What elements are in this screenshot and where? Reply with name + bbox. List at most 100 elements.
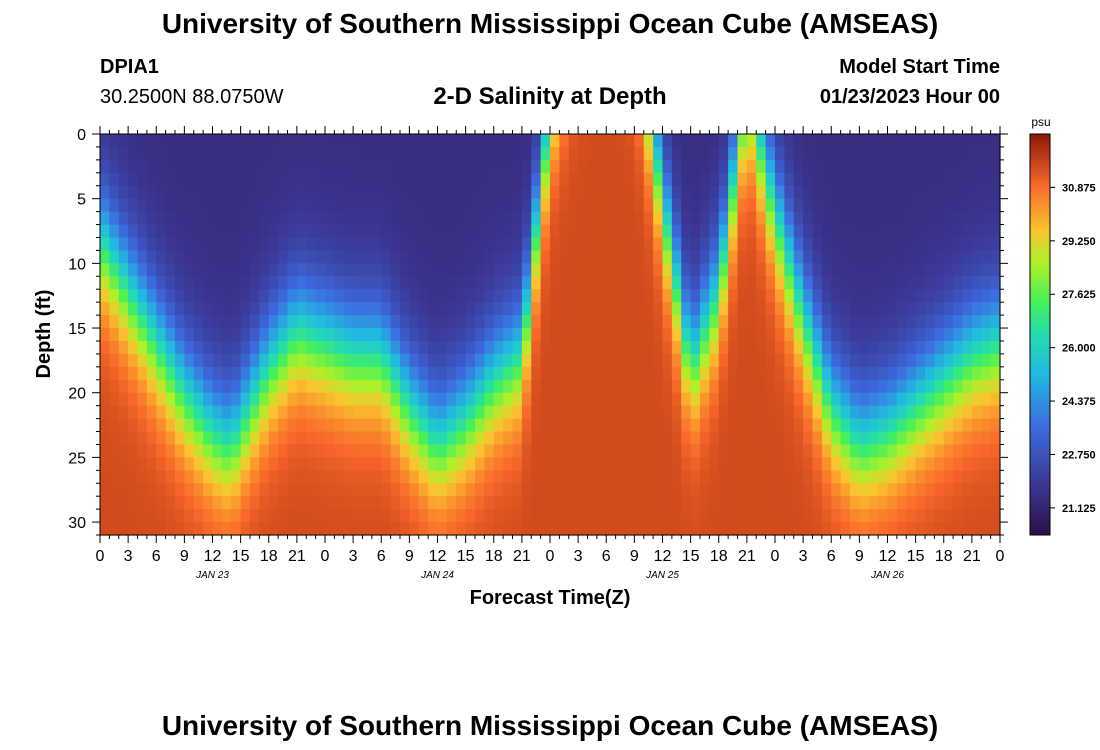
heatmap-cell	[943, 444, 954, 458]
heatmap-cell	[634, 405, 645, 420]
heatmap-cell	[925, 263, 935, 277]
heatmap-cell	[625, 185, 635, 200]
heatmap-cell	[868, 340, 879, 355]
heatmap-cell	[859, 353, 870, 368]
heatmap-cell	[212, 522, 223, 536]
heatmap-cell	[690, 366, 701, 381]
day-label: JAN 25	[645, 570, 679, 581]
heatmap-cell	[100, 379, 110, 394]
heatmap-cell	[606, 340, 617, 355]
heatmap-cell	[550, 250, 560, 264]
heatmap-cell	[821, 496, 832, 510]
heatmap-cell	[793, 509, 804, 523]
heatmap-cell	[915, 263, 926, 277]
heatmap-cell	[184, 224, 195, 239]
heatmap-cell	[475, 146, 485, 161]
heatmap-cell	[250, 134, 260, 148]
heatmap-cell	[550, 522, 560, 536]
heatmap-cell	[203, 146, 214, 161]
heatmap-cell	[634, 340, 645, 355]
heatmap-cell	[325, 159, 335, 174]
heatmap-cell	[400, 431, 410, 446]
heatmap-cell	[362, 134, 373, 148]
heatmap-cell	[971, 353, 982, 368]
heatmap-cell	[109, 315, 120, 329]
heatmap-cell	[325, 366, 335, 381]
heatmap-cell	[484, 172, 495, 187]
heatmap-cell	[156, 340, 167, 355]
heatmap-cell	[728, 444, 739, 458]
heatmap-cell	[887, 366, 898, 381]
heatmap-cell	[643, 340, 654, 355]
heatmap-cell	[887, 289, 898, 303]
heatmap-cell	[484, 483, 495, 497]
heatmap-cell	[878, 522, 889, 536]
x-tick-label: 18	[260, 548, 278, 565]
heatmap-cell	[325, 457, 335, 471]
heatmap-cell	[306, 483, 317, 497]
heatmap-cell	[353, 431, 364, 446]
x-tick-label: 18	[485, 548, 503, 565]
heatmap-cell	[643, 289, 654, 303]
heatmap-cell	[709, 289, 720, 303]
heatmap-cell	[793, 483, 804, 497]
heatmap-cell	[503, 379, 514, 394]
heatmap-cell	[878, 211, 889, 226]
heatmap-cell	[718, 457, 729, 471]
heatmap-cell	[193, 392, 204, 407]
heatmap-cell	[775, 379, 785, 394]
heatmap-cell	[540, 431, 551, 446]
heatmap-cell	[859, 172, 870, 187]
heatmap-cell	[475, 302, 485, 316]
heatmap-cell	[746, 237, 757, 252]
heatmap-cell	[156, 276, 167, 290]
heatmap-cell	[803, 470, 814, 484]
heatmap-cell	[221, 379, 232, 394]
colorbar: psu 30.87529.25027.62526.00024.37522.750…	[1029, 115, 1096, 536]
heatmap-cell	[709, 405, 720, 420]
heatmap-cell	[681, 522, 692, 536]
heatmap-cell	[981, 509, 992, 523]
heatmap-cell	[615, 315, 626, 329]
heatmap-cell	[446, 237, 457, 252]
heatmap-cell	[906, 276, 917, 290]
heatmap-cell	[943, 405, 954, 420]
heatmap-cell	[840, 522, 851, 536]
heatmap-cell	[409, 185, 420, 200]
heatmap-cell	[493, 185, 504, 200]
heatmap-cell	[334, 392, 345, 407]
heatmap-cell	[540, 237, 551, 252]
heatmap-cell	[184, 263, 195, 277]
heatmap-cell	[568, 172, 579, 187]
heatmap-cell	[118, 418, 129, 433]
heatmap-cell	[840, 185, 851, 200]
colorbar-tick-label: 26.000	[1062, 343, 1096, 355]
heatmap-cell	[906, 328, 917, 342]
heatmap-cell	[962, 457, 973, 471]
heatmap-cell	[793, 237, 804, 252]
heatmap-cell	[746, 185, 757, 200]
heatmap-cell	[259, 444, 270, 458]
heatmap-cell	[465, 405, 476, 420]
heatmap-cell	[100, 276, 110, 290]
heatmap-cell	[371, 146, 382, 161]
heatmap-cell	[568, 224, 579, 239]
heatmap-cell	[625, 496, 635, 510]
heatmap-cell	[109, 237, 120, 252]
heatmap-cell	[671, 522, 682, 536]
heatmap-cell	[643, 315, 654, 329]
heatmap-cell	[353, 289, 364, 303]
heatmap-cell	[296, 198, 307, 213]
heatmap-cell	[353, 146, 364, 161]
heatmap-cell	[559, 185, 570, 200]
heatmap-cell	[728, 211, 739, 226]
heatmap-cell	[662, 328, 673, 342]
heatmap-cell	[681, 276, 692, 290]
heatmap-cell	[728, 328, 739, 342]
heatmap-cell	[268, 509, 279, 523]
heatmap-cell	[990, 522, 1001, 536]
heatmap-cell	[943, 522, 954, 536]
heatmap-cell	[775, 224, 785, 239]
heatmap-cell	[193, 366, 204, 381]
heatmap-cell	[437, 431, 448, 446]
